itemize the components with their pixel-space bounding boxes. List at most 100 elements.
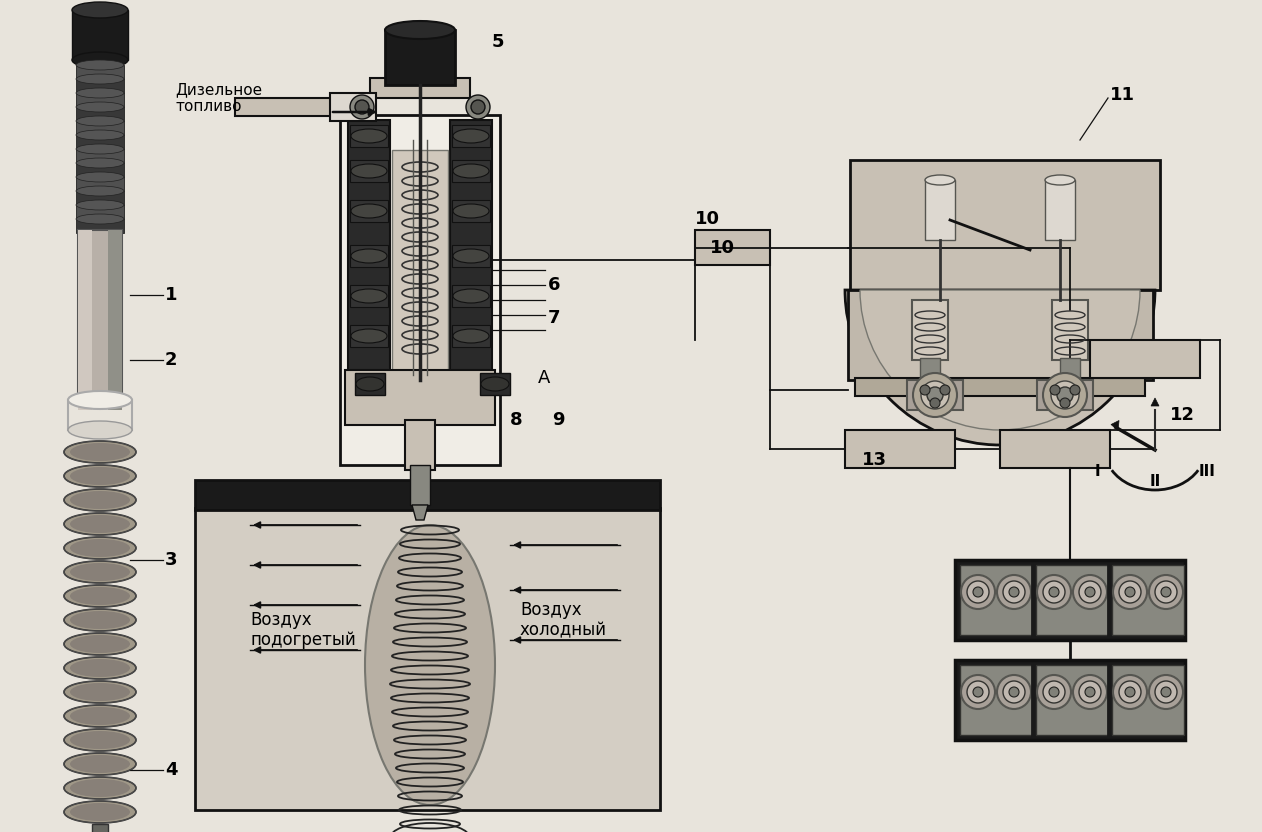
Bar: [350, 160, 387, 182]
Ellipse shape: [64, 753, 136, 775]
Bar: [1036, 665, 1108, 735]
Ellipse shape: [76, 214, 124, 224]
Circle shape: [1003, 681, 1025, 703]
Ellipse shape: [76, 186, 124, 196]
Ellipse shape: [351, 289, 387, 303]
Bar: [405, 420, 435, 470]
Ellipse shape: [69, 491, 130, 509]
Bar: [392, 150, 448, 370]
Text: 5: 5: [492, 33, 505, 51]
Ellipse shape: [69, 803, 130, 821]
Bar: [955, 560, 1185, 640]
Circle shape: [912, 373, 957, 417]
Ellipse shape: [76, 88, 124, 98]
Ellipse shape: [69, 635, 130, 653]
Bar: [480, 373, 510, 395]
Bar: [72, 10, 127, 60]
Bar: [907, 380, 963, 410]
Text: 8: 8: [510, 411, 522, 429]
Circle shape: [967, 581, 989, 603]
Bar: [1112, 665, 1184, 735]
Circle shape: [1085, 587, 1095, 597]
Circle shape: [1161, 587, 1171, 597]
Text: 11: 11: [1111, 86, 1135, 104]
Ellipse shape: [72, 52, 127, 68]
Bar: [345, 370, 495, 425]
Bar: [196, 508, 660, 810]
Ellipse shape: [64, 705, 136, 727]
Text: 4: 4: [165, 761, 178, 779]
Ellipse shape: [69, 779, 130, 797]
Bar: [76, 149, 124, 163]
Circle shape: [1042, 373, 1087, 417]
Wedge shape: [846, 290, 1155, 445]
Circle shape: [1070, 385, 1080, 395]
Polygon shape: [1111, 420, 1119, 430]
Ellipse shape: [453, 249, 488, 263]
Bar: [92, 824, 109, 832]
Ellipse shape: [69, 611, 130, 629]
Ellipse shape: [64, 513, 136, 535]
Ellipse shape: [453, 164, 488, 178]
Bar: [329, 93, 376, 121]
Circle shape: [1050, 385, 1060, 395]
Circle shape: [355, 100, 369, 114]
Bar: [955, 660, 1185, 740]
Ellipse shape: [925, 175, 955, 185]
Bar: [451, 120, 492, 375]
Circle shape: [1119, 581, 1141, 603]
Text: A: A: [538, 369, 550, 387]
Bar: [912, 300, 948, 360]
Bar: [854, 378, 1145, 396]
Circle shape: [960, 575, 994, 609]
Bar: [960, 565, 1032, 635]
Text: 6: 6: [548, 276, 560, 294]
Bar: [452, 325, 490, 347]
Circle shape: [973, 687, 983, 697]
Bar: [452, 200, 490, 222]
Ellipse shape: [68, 391, 133, 409]
Circle shape: [1079, 581, 1100, 603]
Text: II: II: [1150, 474, 1161, 489]
Ellipse shape: [453, 289, 488, 303]
Text: 2: 2: [165, 351, 178, 369]
Bar: [196, 480, 660, 510]
Ellipse shape: [72, 2, 127, 18]
Bar: [1037, 380, 1093, 410]
Bar: [350, 245, 387, 267]
Text: III: III: [1199, 464, 1215, 479]
Ellipse shape: [351, 329, 387, 343]
Ellipse shape: [76, 130, 124, 140]
Ellipse shape: [351, 204, 387, 218]
Text: I: I: [1094, 464, 1099, 479]
Circle shape: [1148, 575, 1182, 609]
Circle shape: [997, 575, 1031, 609]
Ellipse shape: [64, 585, 136, 607]
Bar: [452, 160, 490, 182]
Text: 10: 10: [711, 239, 734, 257]
Ellipse shape: [64, 657, 136, 679]
Polygon shape: [1151, 398, 1159, 406]
Bar: [76, 121, 124, 135]
Ellipse shape: [76, 116, 124, 126]
Ellipse shape: [76, 158, 124, 168]
Ellipse shape: [69, 563, 130, 581]
Text: Дизельное
топливо: Дизельное топливо: [175, 82, 262, 114]
Text: Воздух
подогретый: Воздух подогретый: [250, 611, 356, 650]
Bar: [410, 465, 430, 505]
Circle shape: [1058, 387, 1073, 403]
Ellipse shape: [76, 144, 124, 154]
Polygon shape: [411, 505, 428, 520]
Bar: [76, 163, 124, 177]
Ellipse shape: [64, 633, 136, 655]
Bar: [370, 78, 469, 98]
Ellipse shape: [76, 102, 124, 112]
Circle shape: [1051, 381, 1079, 409]
Ellipse shape: [385, 21, 456, 39]
Bar: [350, 285, 387, 307]
Circle shape: [1079, 681, 1100, 703]
Bar: [851, 160, 1160, 290]
Circle shape: [960, 675, 994, 709]
Ellipse shape: [68, 421, 133, 439]
Ellipse shape: [69, 731, 130, 749]
